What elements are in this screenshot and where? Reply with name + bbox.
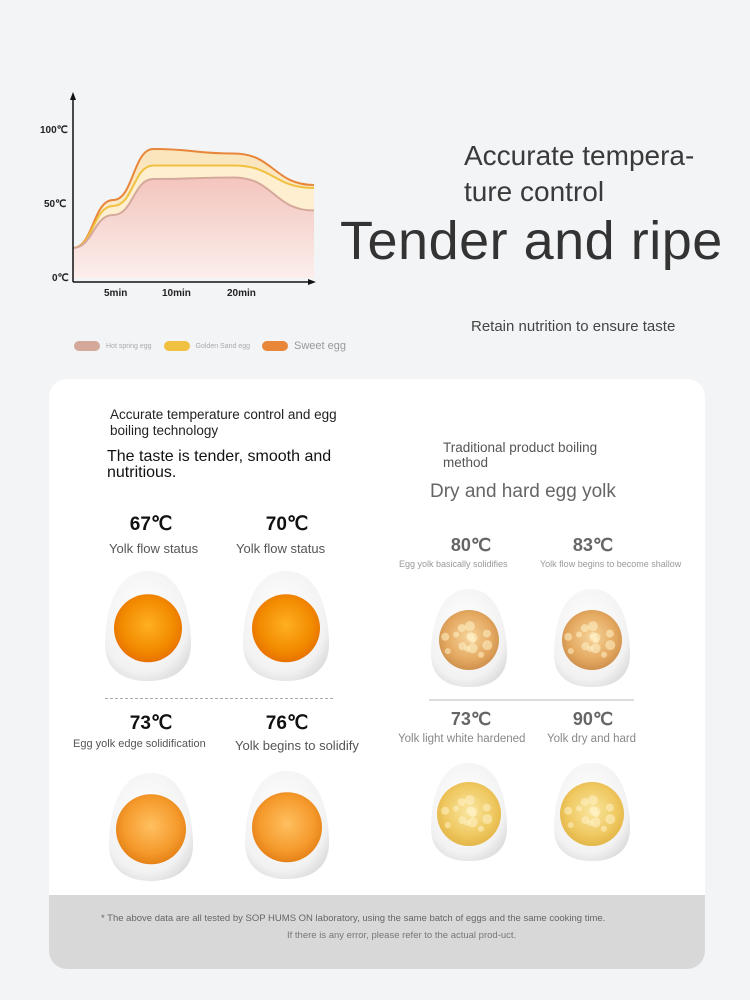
egg-right-4 bbox=[552, 761, 632, 868]
left-caption-2: Yolk flow status bbox=[236, 541, 326, 556]
left-temp-1: 67℃ bbox=[129, 514, 173, 535]
headline-small: Accurate tempera-ture control bbox=[464, 140, 695, 207]
right-temp-4: 90℃ bbox=[572, 709, 614, 729]
y-tick-50: 50℃ bbox=[44, 199, 66, 210]
egg-right-1 bbox=[429, 587, 509, 694]
right-divider bbox=[429, 699, 634, 701]
egg-left-4 bbox=[243, 769, 331, 886]
legend-swatch-hot-spring bbox=[74, 341, 100, 351]
left-subtitle: The taste is tender, smooth and nutritio… bbox=[107, 448, 332, 481]
legend-label-golden-sand: Golden Sand egg bbox=[195, 342, 251, 350]
series-line-golden-sand-egg bbox=[72, 164, 315, 249]
left-temp-4: 76℃ bbox=[265, 713, 309, 734]
legend-label-sweet: Sweet egg bbox=[294, 340, 347, 352]
headline-sub: Retain nutrition to ensure taste bbox=[471, 318, 676, 335]
egg-left-3 bbox=[107, 771, 195, 888]
left-caption-1: Yolk flow status bbox=[109, 541, 199, 556]
y-tick-100: 100℃ bbox=[40, 125, 68, 136]
egg-left-2 bbox=[241, 569, 331, 688]
right-caption-4: Yolk dry and hard bbox=[547, 733, 637, 745]
x-axis-arrow bbox=[308, 279, 316, 285]
series-area-hot-spring-egg bbox=[73, 177, 314, 278]
headline-big: Tender and ripe bbox=[340, 211, 723, 271]
right-caption-1: Egg yolk basically solidifies bbox=[399, 559, 508, 569]
egg-right-3 bbox=[429, 761, 509, 868]
series-line-sweet-egg bbox=[72, 147, 315, 249]
left-divider bbox=[105, 698, 333, 699]
legend-label-hot-spring: Hot spring egg bbox=[106, 342, 152, 350]
right-subtitle: Dry and hard egg yolk bbox=[430, 481, 616, 502]
x-tick-5min: 5min bbox=[104, 288, 127, 299]
comparison-card: Accurate temperature control and egg boi… bbox=[49, 379, 705, 969]
left-temp-2: 70℃ bbox=[265, 514, 309, 535]
series-line-hot-spring-egg bbox=[72, 176, 315, 249]
right-temp-2: 83℃ bbox=[572, 535, 614, 555]
disclaimer-line-2: If there is any error, please refer to t… bbox=[287, 930, 517, 941]
left-temp-3: 73℃ bbox=[129, 713, 173, 734]
temperature-chart: 100℃ 50℃ 0℃ 5min 10min 20min bbox=[40, 92, 316, 299]
egg-right-2 bbox=[552, 587, 632, 694]
legend-swatch-golden-sand bbox=[163, 341, 190, 351]
legend-swatch-sweet bbox=[262, 341, 289, 351]
x-tick-20min: 20min bbox=[227, 288, 256, 299]
y-tick-0: 0℃ bbox=[52, 273, 69, 284]
left-caption-4: Yolk begins to solidify bbox=[235, 738, 359, 753]
y-axis-arrow bbox=[70, 92, 76, 100]
left-caption-3: Egg yolk edge solidification bbox=[73, 738, 206, 750]
right-temp-3: 73℃ bbox=[450, 709, 492, 729]
right-temp-1: 80℃ bbox=[450, 535, 492, 555]
right-title: Traditional product boiling method bbox=[443, 440, 598, 470]
left-title: Accurate temperature control and egg boi… bbox=[110, 407, 337, 438]
x-tick-10min: 10min bbox=[162, 288, 191, 299]
disclaimer-footer: * The above data are all tested by SOP H… bbox=[49, 895, 705, 969]
disclaimer-line-1: * The above data are all tested by SOP H… bbox=[101, 913, 606, 924]
chart-legend: Hot spring egg Golden Sand egg Sweet egg bbox=[74, 340, 352, 352]
egg-left-1 bbox=[103, 569, 193, 688]
right-caption-3: Yolk light white hardened bbox=[398, 733, 526, 745]
right-caption-2: Yolk flow begins to become shallow bbox=[540, 559, 682, 569]
